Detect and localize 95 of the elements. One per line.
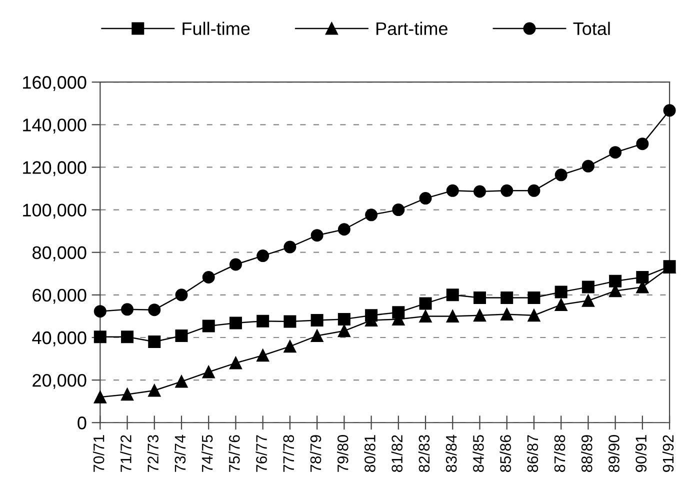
- point: [94, 305, 106, 318]
- point: [202, 320, 215, 332]
- x-tick-label: 74/75: [201, 435, 213, 472]
- point: [284, 240, 296, 254]
- point: [663, 260, 676, 273]
- x-tick-label: 91/92: [662, 435, 674, 472]
- x-tick-label: 76/77: [256, 435, 267, 472]
- point: [392, 306, 405, 319]
- point: [554, 298, 568, 311]
- x-tick-label: 81/82: [391, 435, 403, 472]
- point: [94, 390, 106, 404]
- point: [148, 384, 161, 397]
- point: [419, 192, 432, 205]
- x-tick-label: 88/89: [581, 435, 592, 472]
- x-tick-label: 78/79: [310, 435, 322, 472]
- point: [121, 388, 134, 401]
- point: [473, 291, 486, 304]
- x-tick-label: 84/85: [472, 435, 484, 472]
- y-tick-label: 120,000: [23, 161, 86, 176]
- point: [636, 271, 649, 284]
- point: [365, 208, 378, 222]
- x-tick-label: 89/90: [608, 435, 620, 472]
- x-tick-label: 90/91: [635, 435, 647, 472]
- point: [338, 312, 350, 326]
- point: [473, 185, 486, 198]
- y-tick-label: 100,000: [23, 204, 86, 219]
- point: [365, 309, 378, 322]
- point: [310, 229, 324, 242]
- point: [202, 271, 215, 284]
- point: [229, 356, 242, 370]
- x-tick-label: 86/87: [526, 435, 538, 472]
- x-tick-label: 70/71: [93, 435, 104, 472]
- point: [609, 274, 622, 288]
- point: [229, 316, 242, 330]
- point: [636, 138, 649, 150]
- y-tick-label: 160,000: [23, 76, 86, 91]
- point: [500, 308, 514, 321]
- x-tick-label: 85/86: [500, 435, 511, 472]
- point: [554, 168, 568, 182]
- point: [148, 336, 161, 348]
- point: [256, 314, 270, 328]
- point: [229, 258, 242, 271]
- point: [148, 304, 161, 316]
- point: [338, 324, 350, 338]
- point: [121, 303, 134, 316]
- legend-label: Total: [573, 22, 610, 36]
- point: [256, 250, 270, 262]
- point: [500, 184, 514, 197]
- x-tick-label: 77/78: [282, 435, 294, 472]
- point: [446, 184, 459, 197]
- point: [528, 184, 540, 197]
- point: [663, 104, 676, 117]
- point: [310, 330, 324, 342]
- point: [582, 294, 594, 307]
- x-tick-label: 79/80: [337, 435, 348, 472]
- point: [175, 330, 188, 342]
- point: [500, 291, 514, 304]
- point: [419, 297, 432, 310]
- point: [284, 315, 296, 328]
- y-tick-label: 80,000: [32, 246, 86, 262]
- point: [338, 223, 350, 236]
- point: [94, 330, 106, 344]
- point: [582, 160, 594, 172]
- y-tick-label: 140,000: [23, 118, 86, 134]
- y-tick-label: 0: [78, 416, 86, 430]
- point: [446, 288, 459, 302]
- y-tick-label: 40,000: [32, 331, 86, 346]
- legend-label: Part-time: [376, 22, 448, 36]
- point: [284, 340, 296, 353]
- point: [446, 310, 459, 322]
- point: [582, 280, 594, 294]
- x-tick-label: 73/74: [174, 434, 186, 472]
- x-tick-label: 87/88: [554, 435, 566, 472]
- y-tick-label: 60,000: [32, 288, 86, 304]
- point: [554, 286, 568, 298]
- x-tick-label: 75/76: [228, 435, 240, 472]
- legend-label: Full-time: [182, 22, 250, 36]
- point: [528, 309, 540, 322]
- x-tick-label: 72/73: [147, 435, 158, 472]
- x-tick-label: 82/83: [418, 435, 430, 472]
- x-tick-label: 80/81: [364, 435, 376, 472]
- point: [392, 204, 405, 216]
- point: [528, 291, 540, 304]
- y-tick-label: 20,000: [32, 374, 86, 389]
- point: [121, 330, 134, 344]
- point: [202, 366, 215, 378]
- point: [310, 314, 324, 327]
- point: [419, 310, 432, 322]
- point: [473, 309, 486, 322]
- x-tick-label: 71/72: [120, 435, 132, 472]
- x-tick-label: 83/84: [446, 434, 457, 472]
- point: [175, 375, 188, 388]
- point: [256, 349, 270, 362]
- point: [609, 146, 622, 159]
- point: [175, 288, 188, 302]
